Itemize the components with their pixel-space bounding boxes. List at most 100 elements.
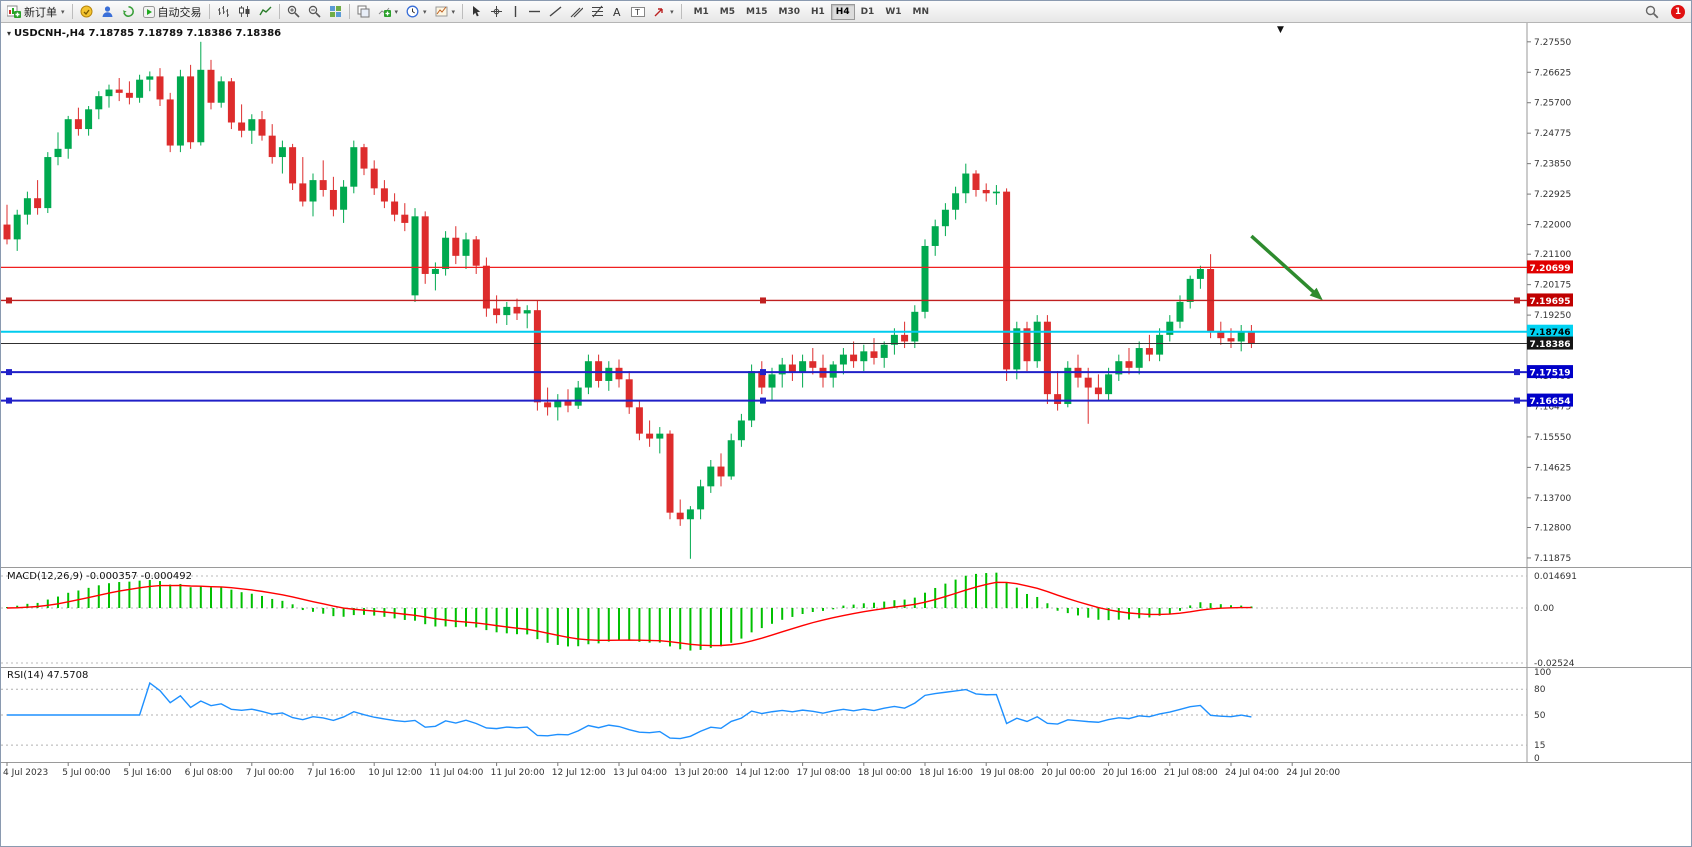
one-click-trading-toggle[interactable]: ▾: [7, 29, 12, 38]
terminal-button[interactable]: [118, 3, 139, 21]
svg-text:T: T: [634, 8, 640, 17]
autotrading-button[interactable]: 自动交易: [139, 3, 206, 21]
macd-panel: 0.014691 0.00 -0.02524: [1, 572, 1577, 669]
svg-text:7.18386: 7.18386: [1530, 340, 1571, 350]
svg-text:7.17519: 7.17519: [1530, 369, 1571, 379]
arrange-windows-button[interactable]: [353, 3, 374, 21]
line-handle: [1514, 397, 1520, 404]
timeframe-w1[interactable]: W1: [880, 4, 906, 20]
market-watch-button[interactable]: [76, 3, 97, 21]
templates-button[interactable]: ▾: [431, 3, 460, 21]
zoom-in-button[interactable]: [283, 3, 304, 21]
line-handle: [1514, 297, 1520, 304]
separator: [208, 4, 210, 19]
price-level-7.18746[interactable]: 7.18746: [1, 324, 1573, 339]
channel-tool-button[interactable]: [566, 3, 587, 21]
chart-candles-icon: [238, 5, 251, 18]
trendline-tool-button[interactable]: [545, 3, 566, 21]
separator: [680, 4, 682, 19]
candlestick-layer: [3, 41, 1255, 559]
crosshair-icon: [490, 5, 503, 18]
svg-text:7.24775: 7.24775: [1534, 129, 1571, 139]
price-level-7.19695[interactable]: 7.19695: [1, 293, 1573, 307]
svg-text:6 Jul 08:00: 6 Jul 08:00: [185, 768, 234, 778]
shapes-tool-button[interactable]: ▾: [649, 3, 678, 21]
svg-text:14 Jul 12:00: 14 Jul 12:00: [735, 768, 789, 778]
chevron-down-icon: ▾: [423, 7, 427, 16]
periods-button[interactable]: ▾: [402, 3, 431, 21]
svg-text:7.18746: 7.18746: [1530, 328, 1571, 338]
separator: [348, 4, 350, 19]
line-handle: [1514, 369, 1520, 376]
rsi-line: [7, 681, 1252, 740]
chevron-down-icon: ▾: [394, 7, 399, 16]
timeframe-mn[interactable]: MN: [908, 4, 935, 20]
search-icon: [1645, 5, 1659, 19]
fibonacci-icon: [591, 5, 604, 18]
chart-bars-icon: [217, 5, 230, 18]
svg-text:7.13700: 7.13700: [1534, 494, 1571, 504]
svg-text:7.19695: 7.19695: [1530, 297, 1571, 307]
market-watch-icon: [80, 5, 93, 18]
horizontal-line-tool-button[interactable]: [524, 3, 545, 21]
svg-text:80: 80: [1534, 685, 1546, 695]
timeframe-m5[interactable]: M5: [715, 4, 740, 20]
chart-bars-button[interactable]: [213, 3, 234, 21]
vertical-line-tool-button[interactable]: [507, 3, 524, 21]
symbol-title: USDCNH-,H4 7.18785 7.18789 7.18386 7.183…: [14, 28, 282, 39]
timeframe-m30[interactable]: M30: [774, 4, 805, 20]
arrow-shape-icon: [653, 5, 666, 18]
alert-badge[interactable]: 1: [1671, 4, 1685, 19]
chart-line-icon: [258, 5, 272, 18]
timeframe-m15[interactable]: M15: [741, 4, 772, 20]
svg-text:4 Jul 2023: 4 Jul 2023: [3, 768, 48, 778]
price-tag: [1527, 336, 1573, 350]
chart-shift-marker[interactable]: ▼: [1277, 25, 1284, 35]
text-tool-button[interactable]: A: [608, 3, 627, 21]
svg-text:50: 50: [1534, 711, 1546, 721]
label-tool-button[interactable]: T: [627, 3, 649, 21]
svg-text:24 Jul 20:00: 24 Jul 20:00: [1286, 768, 1340, 778]
arrange-windows-icon: [357, 5, 370, 18]
crosshair-tool-button[interactable]: [486, 3, 507, 21]
zoom-out-icon: [308, 5, 321, 18]
navigator-button[interactable]: [97, 3, 118, 21]
price-level-7.17519[interactable]: 7.17519: [1, 365, 1573, 379]
separator: [278, 4, 280, 19]
svg-text:13 Jul 04:00: 13 Jul 04:00: [613, 768, 667, 778]
new-order-button[interactable]: 新订单 ▾: [3, 3, 69, 21]
svg-text:5 Jul 00:00: 5 Jul 00:00: [62, 768, 111, 778]
separator: [71, 4, 73, 19]
chevron-down-icon: ▾: [451, 7, 456, 16]
line-handle: [6, 297, 12, 304]
fibonacci-tool-button[interactable]: [587, 3, 608, 21]
svg-text:100: 100: [1534, 668, 1551, 678]
tile-windows-button[interactable]: [325, 3, 346, 21]
search-button[interactable]: [1641, 3, 1663, 21]
price-level-7.20699[interactable]: 7.20699: [1, 260, 1573, 274]
svg-text:7.20699: 7.20699: [1530, 264, 1571, 274]
chart-line-button[interactable]: [255, 3, 276, 21]
svg-text:7.20175: 7.20175: [1534, 281, 1571, 291]
timeframe-d1[interactable]: D1: [856, 4, 880, 20]
channel-icon: [570, 5, 584, 18]
timeframe-h1[interactable]: H1: [806, 4, 830, 20]
svg-text:7.27550: 7.27550: [1534, 38, 1571, 48]
macd-label: MACD(12,26,9) -0.000357 -0.000492: [7, 571, 192, 582]
svg-text:-0.02524: -0.02524: [1534, 659, 1575, 669]
time-axis[interactable]: 4 Jul 2023 5 Jul 00:00 5 Jul 16:00 6 Jul 08…: [3, 762, 1340, 779]
timeframe-h4[interactable]: H4: [830, 3, 855, 20]
arrow-annotation[interactable]: [1250, 234, 1323, 301]
line-handle: [760, 369, 766, 376]
zoom-in-icon: [287, 5, 300, 18]
price-level-7.16654[interactable]: 7.16654: [1, 393, 1573, 408]
chart-candles-button[interactable]: [234, 3, 255, 21]
price-level-7.18386[interactable]: 7.18386: [1, 336, 1573, 351]
zoom-out-button[interactable]: [304, 3, 325, 21]
svg-text:18 Jul 00:00: 18 Jul 00:00: [858, 768, 912, 778]
cursor-tool-button[interactable]: [466, 3, 486, 21]
indicators-button[interactable]: ▾: [374, 3, 403, 21]
cursor-icon: [470, 5, 482, 18]
timeframe-m1[interactable]: M1: [689, 4, 714, 20]
